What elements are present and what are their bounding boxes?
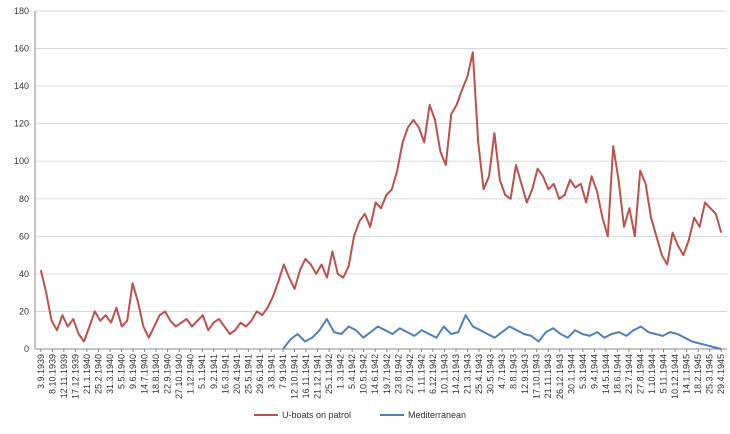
x-tick-label: 9.2.1941 [209, 354, 219, 389]
x-tick-label: 25.2.1940 [93, 354, 103, 394]
x-tick-label: 21.3.1943 [463, 354, 473, 394]
x-tick-label: 14.5.1944 [601, 354, 611, 394]
x-tick-label: 21.1.1940 [82, 354, 92, 394]
x-axis: 3.9.1939 8.10.1939 12.11.1939 17.12.1939 21.… [35, 348, 727, 399]
x-tick-label: 14.1.1945 [682, 354, 692, 394]
x-tick-label: 19.7.1942 [382, 354, 392, 394]
x-tick-label: 30.5.1943 [486, 354, 496, 394]
x-tick-label: 27.8.1944 [636, 354, 646, 394]
x-tick-label: 25.5.1941 [243, 354, 253, 394]
x-tick-label: 4.7.1943 [497, 354, 507, 389]
x-tick-label: 22.9.1940 [163, 354, 173, 394]
x-tick-label: 12.10.1941 [290, 354, 300, 399]
x-tick-label: 10.12.1944 [670, 354, 680, 399]
x-tick-label: 10.5.1942 [359, 354, 369, 394]
x-tick-label: 29.6.1941 [255, 354, 265, 394]
series-line-2 [282, 314, 722, 350]
x-tick-label: 26.12.1943 [555, 354, 565, 399]
y-tick-label: 80 [19, 194, 29, 204]
x-tick-label: 6.12.1942 [428, 354, 438, 394]
x-tick-label: 25.3.1945 [705, 354, 715, 394]
x-tick-label: 30.1.1944 [566, 354, 576, 394]
x-tick-label: 1.11.1942 [416, 354, 426, 393]
legend-label: Mediterranean [408, 410, 466, 420]
y-tick-label: 20 [19, 306, 29, 316]
x-tick-label: 23.8.1942 [393, 354, 403, 394]
x-tick-label: 10.1.1943 [439, 354, 449, 394]
x-tick-label: 16.11.1941 [301, 354, 311, 398]
series-lines [39, 51, 723, 350]
x-tick-label: 5.11.1944 [659, 354, 669, 393]
x-tick-label: 18.2.1945 [693, 354, 703, 394]
x-tick-label: 27.9.1942 [405, 354, 415, 394]
x-tick-label: 1.10.1944 [647, 354, 657, 394]
legend: U-boats on patrol Mediterranean [254, 410, 466, 420]
y-tick-label: 0 [24, 344, 29, 354]
x-tick-label: 3.9.1939 [36, 354, 46, 389]
x-tick-label: 21.11.1943 [543, 354, 553, 398]
x-tick-label: 5.3.1944 [578, 354, 588, 389]
x-tick-label: 12.9.1943 [520, 354, 530, 394]
x-tick-label: 7.9.1941 [278, 354, 288, 389]
y-tick-label: 60 [19, 231, 29, 241]
y-axis: 0 20 40 60 80 100 120 140 160 180 [14, 6, 36, 354]
x-tick-label: 14.7.1940 [140, 354, 150, 394]
y-tick-label: 100 [14, 156, 29, 166]
legend-label: U-boats on patrol [282, 410, 351, 420]
x-tick-label: 18.8.1940 [151, 354, 161, 394]
x-tick-label: 20.4.1941 [232, 354, 242, 394]
y-tick-label: 140 [14, 81, 29, 91]
x-tick-label: 25.4.1943 [474, 354, 484, 394]
x-tick-label: 9.6.1940 [128, 354, 138, 389]
x-tick-label: 23.7.1944 [624, 354, 634, 394]
x-tick-label: 1.12.1940 [186, 354, 196, 394]
x-tick-label: 9.4.1944 [589, 354, 599, 389]
x-tick-label: 16.3.1941 [220, 354, 230, 394]
y-tick-label: 160 [14, 44, 29, 54]
x-tick-label: 5.1.1941 [197, 354, 207, 389]
x-tick-label: 27.10.1940 [174, 354, 184, 399]
gridlines [35, 10, 727, 312]
x-tick-label: 14.2.1943 [451, 354, 461, 394]
y-tick-label: 180 [14, 6, 29, 16]
x-tick-label: 17.12.1939 [70, 354, 80, 399]
x-tick-label: 8.10.1939 [47, 354, 57, 394]
x-tick-label: 29.4.1945 [716, 354, 726, 394]
x-tick-label: 5.4.1942 [347, 354, 357, 389]
x-tick-label: 31.3.1940 [105, 354, 115, 394]
x-tick-label: 3.8.1941 [266, 354, 276, 389]
x-tick-label: 1.3.1942 [336, 354, 346, 389]
x-tick-label: 12.11.1939 [59, 354, 69, 398]
series-line-1 [39, 51, 723, 343]
x-tick-label: 8.8.1943 [509, 354, 519, 389]
x-tick-label: 21.12.1941 [313, 354, 323, 399]
x-tick-label: 17.10.1943 [532, 354, 542, 399]
x-tick-label: 25.1.1942 [324, 354, 334, 394]
x-tick-label: 18.6.1944 [612, 354, 622, 394]
x-tick-label: 5.5.1940 [117, 354, 127, 389]
y-tick-label: 120 [14, 119, 29, 129]
x-tick-label: 14.6.1942 [370, 354, 380, 394]
y-tick-label: 40 [19, 269, 29, 279]
